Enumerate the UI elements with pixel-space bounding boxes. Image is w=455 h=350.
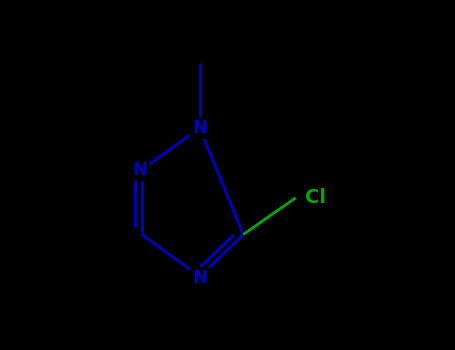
Text: N: N [192,269,207,287]
Text: N: N [192,119,207,137]
Text: Cl: Cl [304,188,325,207]
Text: N: N [132,161,147,179]
